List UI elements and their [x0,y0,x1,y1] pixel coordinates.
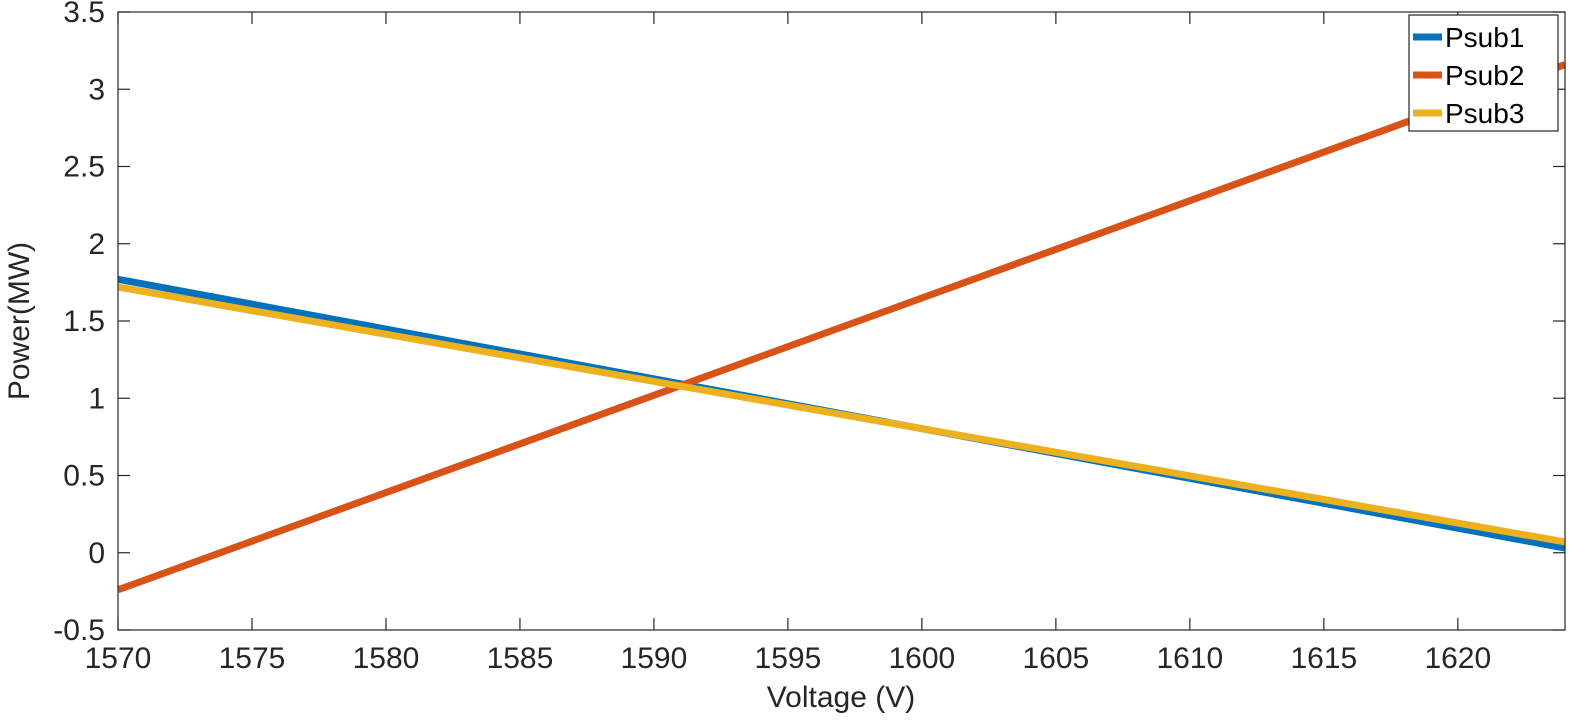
y-tick-label: -0.5 [53,614,105,647]
y-tick-label: 3 [88,73,105,106]
y-tick-label: 1.5 [63,305,105,338]
y-tick-label: 0 [88,537,105,570]
x-tick-label: 1575 [219,642,286,675]
x-tick-label: 1595 [755,642,822,675]
legend-label-psub1: Psub1 [1445,22,1524,53]
x-axis: 1570 1575 1580 1585 1590 1595 1600 1605 1610 1615… [85,12,1491,675]
y-tick-label: 0.5 [63,460,105,493]
x-axis-label: Voltage (V) [767,681,915,714]
y-axis: -0.5 0 0.5 1 1.5 2 2.5 3 3.5 [53,0,1565,647]
y-tick-label: 2.5 [63,151,105,184]
x-tick-label: 1600 [889,642,956,675]
x-tick-label: 1605 [1022,642,1089,675]
x-tick-label: 1570 [85,642,152,675]
legend-label-psub2: Psub2 [1445,60,1524,91]
y-axis-label: Power(MW) [3,242,36,400]
y-tick-label: 2 [88,228,105,261]
legend: Psub1 Psub2 Psub3 [1408,14,1559,132]
y-tick-label: 1 [88,382,105,415]
x-tick-label: 1580 [353,642,420,675]
legend-label-psub3: Psub3 [1445,98,1524,129]
y-tick-label: 3.5 [63,0,105,29]
x-tick-label: 1620 [1424,642,1491,675]
series-line-psub3 [117,283,1566,546]
x-tick-label: 1615 [1290,642,1357,675]
series-line-psub2 [116,61,1567,594]
x-tick-label: 1590 [621,642,688,675]
x-tick-label: 1610 [1156,642,1223,675]
x-tick-label: 1585 [487,642,554,675]
series-lines [116,61,1567,594]
